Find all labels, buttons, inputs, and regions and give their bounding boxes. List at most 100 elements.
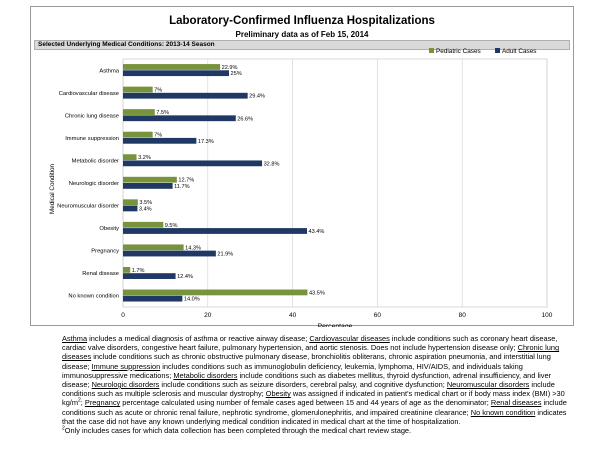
- y-axis-label: Medical Condition: [49, 163, 56, 214]
- footnote-term: Obesity: [265, 389, 291, 399]
- footnote-term: Neuromuscular disorders: [446, 380, 530, 390]
- bar-pediatric: [123, 154, 137, 161]
- chart-frame: Laboratory-Confirmed Influenza Hospitali…: [30, 6, 574, 327]
- data-label: 14.0%: [184, 297, 200, 303]
- footnote-text: include conditions such as coronary hear…: [62, 334, 558, 353]
- data-label: 7%: [154, 88, 162, 94]
- footnote-text: 2: [78, 397, 81, 404]
- data-label: 3.2%: [138, 155, 151, 161]
- x-tick-label: 60: [374, 312, 382, 319]
- data-label: 32.8%: [264, 161, 280, 167]
- chart-subtitle: Preliminary data as of Feb 15, 2014: [235, 30, 369, 39]
- footnote: Asthma includes a medical diagnosis of a…: [62, 334, 568, 435]
- bar-adult: [123, 250, 216, 257]
- bar-pediatric: [123, 289, 308, 296]
- x-tick-label: 100: [542, 312, 553, 319]
- bar-pediatric: [123, 131, 153, 138]
- data-label: 12.4%: [177, 274, 193, 280]
- data-label: 1.7%: [132, 268, 145, 274]
- bar-pediatric: [123, 109, 155, 115]
- category-label: Cardiovascular disease: [59, 91, 119, 97]
- bar-pediatric: [123, 64, 221, 70]
- footnote-text: ;: [80, 398, 85, 408]
- bar-adult: [123, 160, 263, 167]
- category-label: Immune suppression: [65, 136, 119, 142]
- legend-swatch: [495, 48, 500, 53]
- data-label: 3.5%: [139, 200, 152, 206]
- bar-adult: [123, 92, 248, 99]
- footnote-text: percentage calculated using number of fe…: [120, 398, 491, 408]
- footnote-term: Chronic lung diseases: [62, 343, 560, 362]
- category-label: No known condition: [68, 294, 119, 300]
- x-axis-label: Percentage: [318, 323, 353, 327]
- bar-adult: [123, 273, 176, 279]
- category-label: Pregnancy: [91, 249, 119, 255]
- category-label: Renal disease: [82, 271, 119, 277]
- footnote-marker: 2: [62, 425, 65, 432]
- data-label: 14.3%: [185, 245, 201, 251]
- footnote-text: include conditions such as chronic obstr…: [62, 352, 551, 371]
- footnote-text: include conditions such as multiple scle…: [62, 380, 555, 399]
- footnote-term: Renal diseases: [490, 398, 542, 408]
- footnote-text: include conditions such as seizure disor…: [159, 380, 447, 390]
- footnote-text: includes a medical diagnosis of asthma o…: [87, 334, 310, 343]
- footnote-term: Neurologic disorders: [91, 380, 160, 390]
- chart-title: Laboratory-Confirmed Influenza Hospitali…: [169, 15, 435, 27]
- data-label: 9.5%: [165, 223, 178, 229]
- footnote-term: Immune suppression: [91, 361, 161, 371]
- bar-adult: [123, 228, 308, 234]
- data-label: 26.6%: [237, 116, 253, 122]
- category-label: Obesity: [99, 226, 119, 232]
- footnote-text: includes conditions such as immunoglobul…: [62, 361, 523, 380]
- bar-adult: [123, 205, 138, 212]
- bar-adult: [123, 295, 183, 302]
- bar-pediatric: [123, 176, 177, 183]
- bar-pediatric: [123, 221, 164, 228]
- category-label: Neurologic disorder: [69, 181, 119, 187]
- data-label: 22.9%: [222, 65, 238, 71]
- data-label: 12.7%: [178, 178, 194, 184]
- data-label: 3.4%: [139, 206, 152, 212]
- footnote-term: No known condition: [470, 407, 536, 417]
- bar-pediatric: [123, 199, 138, 206]
- footnote-term: Asthma: [62, 334, 88, 343]
- x-tick-label: 40: [289, 312, 297, 319]
- category-label: Metabolic disorder: [72, 158, 119, 164]
- footnote-term: Pregnancy: [84, 398, 121, 408]
- data-label: 29.4%: [249, 94, 265, 100]
- legend-label: Pediatric Cases: [436, 48, 481, 55]
- bar-pediatric: [123, 266, 131, 273]
- data-label: 7%: [154, 133, 162, 139]
- data-label: 17.3%: [198, 139, 214, 145]
- legend-swatch: [429, 48, 434, 53]
- footnote-text: indicates that the case did not have any…: [62, 407, 567, 426]
- data-label: 25%: [231, 71, 242, 77]
- footnote-definitions: Asthma includes a medical diagnosis of a…: [62, 334, 567, 426]
- category-label: Chronic lung disease: [65, 113, 119, 119]
- data-label: 21.9%: [217, 252, 233, 258]
- x-tick-label: 0: [121, 312, 125, 319]
- footnote-term: Metabolic disorders: [173, 370, 238, 380]
- bar-adult: [123, 115, 236, 122]
- footnote-term: Cardiovascular diseases: [309, 334, 390, 343]
- data-label: 43.5%: [309, 290, 325, 296]
- footnote-text: was assigned if indicated in patient's m…: [62, 389, 565, 408]
- data-label: 43.4%: [309, 229, 325, 235]
- legend-label: Adult Cases: [502, 48, 536, 55]
- footnote-text: include conditions such as acute or chro…: [62, 398, 567, 417]
- x-tick-label: 20: [204, 312, 212, 319]
- plot-area: [122, 58, 548, 308]
- panel-header: Selected Underlying Medical Conditions: …: [34, 40, 570, 50]
- category-label: Asthma: [99, 68, 119, 74]
- footnote-note: Only includes cases for which data colle…: [64, 426, 412, 436]
- bar-pediatric: [123, 86, 153, 93]
- footnote-text: include conditions such as diabetes mell…: [62, 370, 552, 390]
- bar-adult: [123, 183, 173, 189]
- data-label: 11.7%: [174, 184, 189, 190]
- bar-adult: [123, 70, 229, 77]
- category-label: Neuromuscular disorder: [57, 204, 119, 210]
- bar-chart: 0 20 40 60 80 100 Percentage Medical Condition A…: [49, 48, 553, 327]
- data-label: 7.5%: [156, 110, 169, 116]
- bar-pediatric: [123, 244, 184, 251]
- bar-adult: [123, 137, 197, 144]
